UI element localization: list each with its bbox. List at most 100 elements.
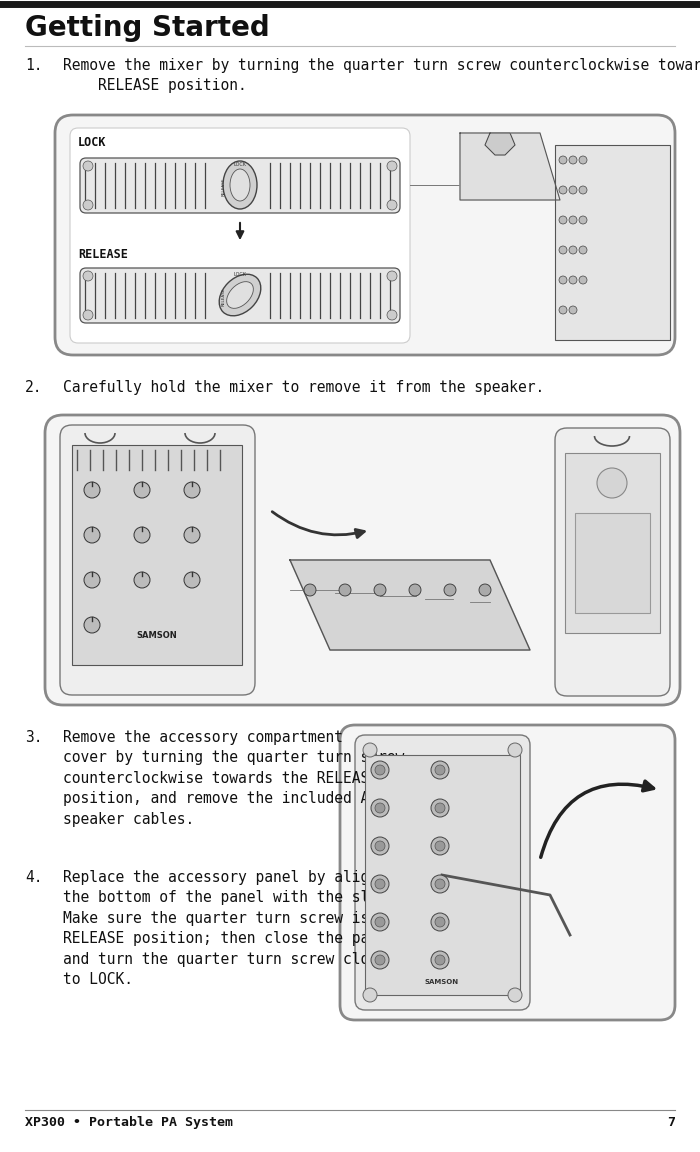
Text: 7: 7 [667,1116,675,1129]
Circle shape [83,271,93,281]
Circle shape [569,185,577,194]
Circle shape [579,185,587,194]
Circle shape [134,573,150,588]
Circle shape [569,217,577,223]
Text: SAMSON: SAMSON [136,630,177,639]
Circle shape [579,247,587,253]
Text: RELEASE: RELEASE [222,177,226,196]
Circle shape [84,573,100,588]
Text: 3.: 3. [25,730,43,745]
Circle shape [597,468,627,498]
Circle shape [435,879,445,889]
Circle shape [559,185,567,194]
Circle shape [559,306,567,314]
Ellipse shape [219,274,261,316]
Circle shape [363,743,377,757]
Bar [575,513,650,613]
Circle shape [435,917,445,927]
Circle shape [339,584,351,596]
Text: RELEASE: RELEASE [78,248,128,262]
Circle shape [134,482,150,498]
Circle shape [184,573,200,588]
Circle shape [84,482,100,498]
Circle shape [387,271,397,281]
Circle shape [508,988,522,1002]
Circle shape [84,526,100,543]
Circle shape [435,955,445,965]
Text: LOCK: LOCK [234,162,246,167]
FancyBboxPatch shape [80,268,400,323]
Circle shape [431,952,449,969]
Circle shape [409,584,421,596]
Circle shape [435,841,445,851]
Text: LOCK: LOCK [234,272,246,276]
FancyBboxPatch shape [60,425,255,695]
Circle shape [375,879,385,889]
Circle shape [374,584,386,596]
Text: SAMSON: SAMSON [425,979,459,985]
Circle shape [371,799,389,817]
Circle shape [134,526,150,543]
Circle shape [479,584,491,596]
Text: Carefully hold the mixer to remove it from the speaker.: Carefully hold the mixer to remove it fr… [63,380,545,395]
Polygon shape [485,132,515,156]
Text: 2.: 2. [25,380,43,395]
Circle shape [559,217,567,223]
Circle shape [371,952,389,969]
FancyBboxPatch shape [340,725,675,1020]
Text: Remove the mixer by turning the quarter turn screw counterclockwise towards the
: Remove the mixer by turning the quarter … [63,58,700,93]
Circle shape [375,841,385,851]
Text: LOCK: LOCK [78,136,106,149]
Circle shape [431,799,449,817]
Circle shape [431,914,449,931]
Circle shape [579,156,587,164]
Ellipse shape [223,161,257,209]
Circle shape [184,526,200,543]
Ellipse shape [230,169,250,200]
Circle shape [375,803,385,813]
Bar [72,445,242,665]
Circle shape [304,584,316,596]
Circle shape [371,761,389,779]
FancyBboxPatch shape [70,128,410,343]
Polygon shape [290,560,530,650]
Circle shape [444,584,456,596]
FancyBboxPatch shape [355,735,530,1010]
Circle shape [569,276,577,285]
Circle shape [375,765,385,775]
Circle shape [83,161,93,170]
Circle shape [83,310,93,320]
Bar [365,755,520,995]
Circle shape [184,482,200,498]
Circle shape [569,156,577,164]
Circle shape [431,838,449,855]
Circle shape [431,876,449,893]
Text: Replace the accessory panel by aligning
the bottom of the panel with the slots.
: Replace the accessory panel by aligning … [63,870,430,987]
Text: Getting Started: Getting Started [25,14,270,41]
Circle shape [387,310,397,320]
Circle shape [559,276,567,285]
Circle shape [569,306,577,314]
Circle shape [435,765,445,775]
Circle shape [579,276,587,285]
Circle shape [375,917,385,927]
Ellipse shape [227,281,253,309]
Circle shape [83,200,93,210]
FancyBboxPatch shape [80,158,400,213]
Text: XP300 • Portable PA System: XP300 • Portable PA System [25,1116,233,1129]
Text: 4.: 4. [25,870,43,885]
Text: RELEASE: RELEASE [222,288,226,306]
Circle shape [363,988,377,1002]
Circle shape [387,200,397,210]
Polygon shape [460,132,560,200]
Circle shape [375,955,385,965]
Circle shape [435,803,445,813]
FancyBboxPatch shape [45,415,680,705]
Circle shape [387,161,397,170]
Text: Remove the accessory compartment
cover by turning the quarter turn screw
counter: Remove the accessory compartment cover b… [63,730,413,827]
Text: 1.: 1. [25,58,43,73]
Circle shape [371,876,389,893]
Circle shape [559,247,567,253]
Circle shape [371,838,389,855]
Circle shape [371,914,389,931]
